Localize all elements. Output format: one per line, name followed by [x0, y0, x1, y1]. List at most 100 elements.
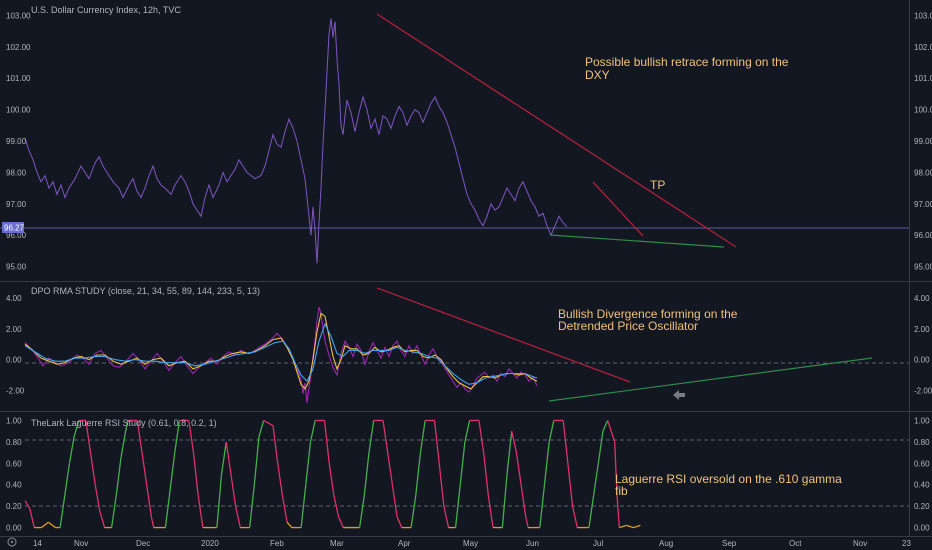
price-tick-label-right: 1.00 — [914, 416, 930, 425]
time-tick-label: Nov — [853, 539, 867, 548]
laguerre-rsi-segment — [543, 441, 550, 485]
dpo-pane-title: DPO RMA STUDY (close, 21, 34, 55, 89, 14… — [31, 286, 260, 296]
dxy-short-trend-line[interactable] — [592, 181, 644, 237]
laguerre-rsi-segment — [482, 452, 489, 496]
price-tick-label: 0.20 — [6, 502, 22, 511]
laguerre-rsi-segment — [464, 420, 471, 442]
laguerre-rsi-segment — [602, 420, 609, 432]
laguerre-rsi-segment — [141, 452, 148, 485]
dpo-downtrend-line[interactable] — [376, 287, 631, 383]
laguerre-rsi-segment — [258, 420, 265, 437]
price-scale[interactable]: 103.00 103.00 102.00 102.00 101.00 101.00 100.… — [6, 11, 932, 532]
series-layer — [24, 18, 641, 529]
dpo-support-line[interactable] — [548, 357, 873, 402]
note-dxy-line-2[interactable]: DXY — [585, 68, 610, 82]
time-tick-label: Mar — [330, 539, 344, 548]
laguerre-rsi-segment — [382, 420, 389, 453]
price-tick-label-right: 103.00 — [914, 11, 932, 20]
price-tick-label: 95.00 — [6, 263, 27, 272]
laguerre-rsi-segment — [614, 441, 618, 496]
laguerre-rsi-segment — [99, 511, 106, 528]
dxy-downtrend-line[interactable] — [376, 13, 737, 248]
laguerre-rsi-segment — [197, 495, 204, 528]
laguerre-rsi-segment — [253, 436, 260, 485]
laguerre-rsi-segment — [501, 473, 508, 528]
price-tick-label-right: 99.00 — [914, 137, 932, 146]
laguerre-rsi-segment — [539, 484, 546, 528]
laguerre-rsi-segment — [323, 420, 330, 464]
time-tick-label: Jul — [593, 539, 603, 548]
price-tick-label: 98.00 — [6, 168, 27, 177]
note-dxy-line-1[interactable]: Possible bullish retrace forming on the — [585, 55, 789, 69]
laguerre-rsi-segment — [216, 473, 223, 528]
laguerre-rsi-segment — [415, 452, 422, 496]
laguerre-rsi-segment — [511, 431, 518, 453]
laguerre-rsi-segment — [188, 420, 195, 453]
laguerre-rsi-segment — [73, 420, 80, 437]
laguerre-rsi-segment — [438, 463, 445, 507]
laguerre-rsi-segment — [520, 484, 527, 517]
price-tick-label: 99.00 — [6, 137, 27, 146]
laguerre-rsi-segment — [506, 431, 513, 475]
time-tick-label: Sep — [722, 539, 737, 548]
laguerre-rsi-segment — [124, 420, 129, 432]
note-dpo-line-2[interactable]: Detrended Price Oscillator — [558, 319, 698, 333]
price-tick-label: 0.80 — [6, 438, 22, 447]
laguerre-rsi-segment — [396, 516, 403, 528]
price-tick-label: -2.00 — [6, 386, 25, 395]
laguerre-rsi-segment — [567, 463, 574, 507]
dpo-series-line-2[interactable] — [24, 322, 538, 385]
laguerre-rsi-segment — [115, 457, 122, 496]
price-tick-label: 0.00 — [6, 524, 22, 533]
time-tick-label: Dec — [136, 539, 150, 548]
price-tick-label: 102.00 — [6, 43, 31, 52]
laguerre-rsi-segment — [24, 500, 31, 509]
arrow-left-icon — [673, 390, 685, 400]
dxy-support-line[interactable] — [549, 234, 725, 248]
price-tick-label: 4.00 — [6, 294, 22, 303]
note-rsi-line-1[interactable]: Laguerre RSI oversold on the .610 gamma — [615, 472, 842, 486]
laguerre-rsi-segment — [333, 495, 340, 517]
note-tp[interactable]: TP — [650, 178, 665, 192]
last-price-value: 96.27 — [4, 224, 25, 233]
dpo-series-line-0[interactable] — [24, 306, 538, 403]
settings-gear-icon[interactable] — [7, 537, 17, 547]
laguerre-rsi-segment — [487, 495, 494, 528]
laguerre-rsi-segment — [571, 506, 578, 528]
laguerre-rsi-segment — [358, 495, 365, 528]
price-tick-label-right: 100.00 — [914, 106, 932, 115]
price-tick-label: 2.00 — [6, 325, 22, 334]
note-rsi-line-2[interactable]: fib — [615, 484, 628, 498]
laguerre-rsi-segment — [368, 420, 375, 453]
laguerre-rsi-segment — [633, 524, 641, 529]
laguerre-rsi-segment — [592, 463, 599, 496]
laguerre-rsi-segment — [150, 516, 155, 528]
price-tick-label: 0.40 — [6, 481, 22, 490]
laguerre-rsi-segment — [619, 524, 627, 529]
time-tick-label: Nov — [74, 539, 88, 548]
laguerre-rsi-segment — [525, 516, 529, 528]
price-tick-label-right: 0.00 — [914, 356, 930, 365]
time-tick-label: Apr — [398, 539, 411, 548]
time-tick-label: Feb — [270, 539, 284, 548]
time-scale[interactable]: 14 Nov Dec 2020 Feb Mar Apr May Jun Jul Aug Sep Oct N… — [33, 539, 911, 548]
dxy-price-series-line-0[interactable] — [24, 18, 568, 264]
price-tick-label: 97.00 — [6, 200, 27, 209]
price-tick-label-right: -2.00 — [914, 386, 932, 395]
laguerre-rsi-segment — [29, 508, 35, 528]
laguerre-rsi-segment — [443, 506, 450, 528]
laguerre-rsi-segment — [588, 495, 595, 528]
price-tick-label-right: 95.00 — [914, 263, 932, 272]
price-tick-label-right: 98.00 — [914, 168, 932, 177]
laguerre-rsi-segment — [59, 495, 66, 528]
laguerre-rsi-segment — [48, 521, 56, 529]
laguerre-rsi-segment — [337, 516, 344, 528]
laguerre-rsi-segment — [234, 506, 241, 528]
laguerre-rsi-segment — [94, 484, 101, 512]
laguerre-rsi-segment — [286, 521, 293, 528]
laguerre-rsi-segment — [120, 431, 127, 459]
note-dpo-line-1[interactable]: Bullish Divergence forming on the — [558, 307, 738, 321]
laguerre-rsi-segment — [548, 420, 555, 442]
